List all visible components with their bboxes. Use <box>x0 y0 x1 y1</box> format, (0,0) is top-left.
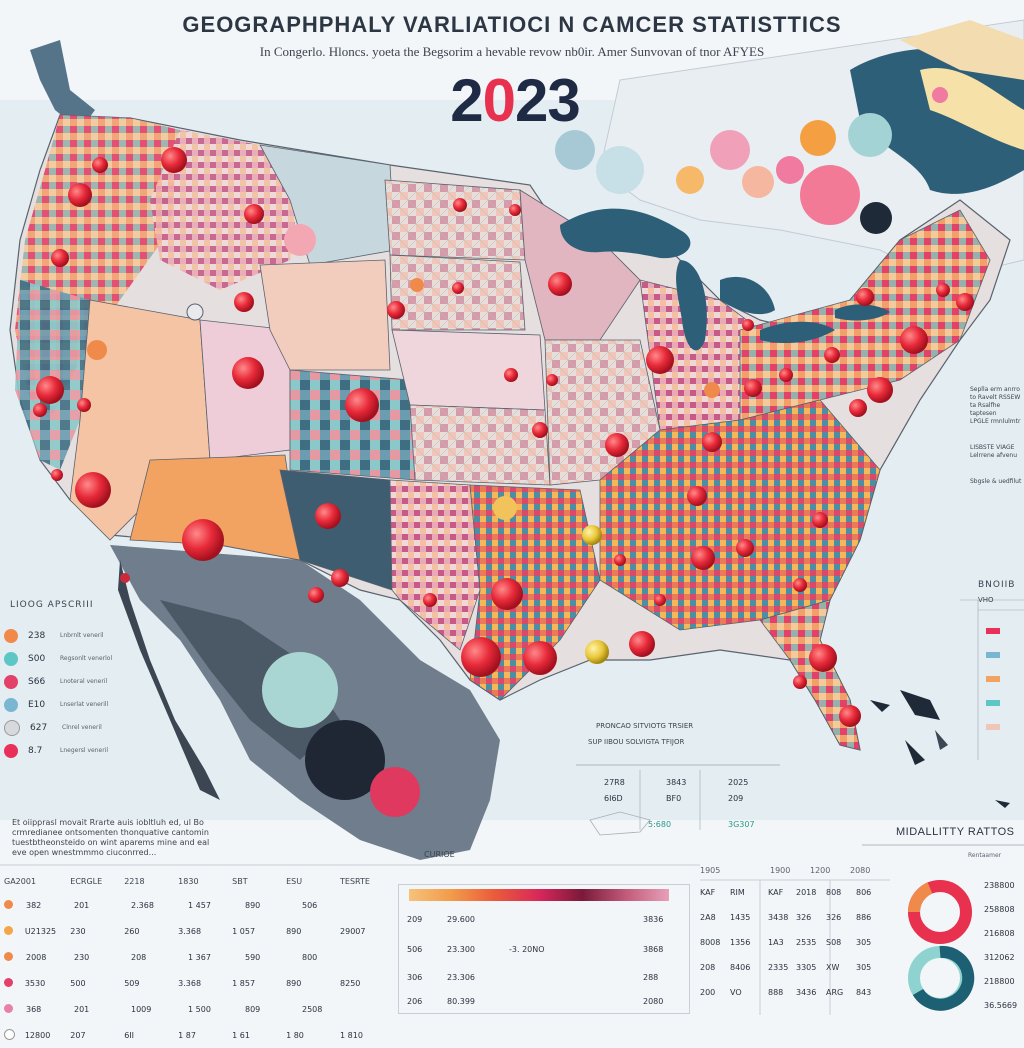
gradient-scale-table: 209 29.600 3836 506 23.300 -3. 20NO 3868… <box>398 884 690 1014</box>
row-swatch <box>4 1028 15 1040</box>
year-label: 2023 <box>450 67 580 134</box>
row-swatch <box>4 925 13 935</box>
statistics-table: GA2001 ECRGLE 2218 1830 SBT ESU TESRTE 3… <box>4 870 394 1048</box>
table-row: 200 VO 888 3436 ARG 843 <box>700 988 872 997</box>
table-row: KAF RIM KAF 2018 808 806 <box>700 888 872 897</box>
map-title: GEOGRAPHPHALY VARLIATIOCI N CAMCER STATI… <box>182 12 842 37</box>
source-label: CURIOE <box>424 850 455 859</box>
map-legend: LIOOG APSCRIII 238 Lnbrnlt veneril S00 R… <box>4 600 114 762</box>
table-header: 1905 1900 1200 2080 <box>700 865 871 875</box>
legend-swatch <box>4 719 20 736</box>
table-row: 382 201 2.368 1 457 890 506 <box>4 892 394 918</box>
ratio-ring-1 <box>908 880 972 944</box>
legend-swatch <box>4 697 18 712</box>
ratios-subtitle: Rentaamer <box>968 852 1002 859</box>
row-swatch <box>4 899 13 909</box>
cancer-statistics-map <box>0 19 1024 1015</box>
legend-item: 238 Lnbrnlt veneril <box>4 624 114 647</box>
table-row: 208 8406 2335 3305 XW 305 <box>700 963 872 972</box>
table-row: 3530 500 509 3.368 1 857 890 8250 <box>4 970 394 996</box>
legend-swatch <box>4 674 18 689</box>
hotspot-markers <box>33 147 974 727</box>
legend-title: LIOOG APSCRIII <box>10 600 94 610</box>
table-row: 2008 230 208 1 367 590 800 <box>4 944 394 970</box>
ratio-ring-2 <box>908 945 975 1011</box>
mid-stats-heading: PRONCAO SITVIOTG TRSIER SUP IIBOU SOLVIG… <box>588 722 694 746</box>
legend-item: S66 Lnoteral veneril <box>4 670 114 693</box>
row-swatch <box>4 951 13 961</box>
great-lakes <box>560 208 691 259</box>
description-text: Et oiipprasl movait Rrarte auis iobltluh… <box>12 818 210 857</box>
row-swatch <box>4 977 13 987</box>
alaska-fragment <box>30 40 95 130</box>
table-row: 8008 1356 1A3 2535 S08 305 <box>700 938 872 947</box>
row-swatch <box>4 1003 13 1013</box>
legend-swatch <box>4 628 18 643</box>
legend-swatch <box>4 743 18 758</box>
table-row: 2A8 1435 3438 326 326 886 <box>700 913 872 922</box>
table-header: GA2001 ECRGLE 2218 1830 SBT ESU TESRTE <box>4 876 370 886</box>
legend-swatch <box>4 651 18 666</box>
ratios-title: MIDALLITTY RATTOS <box>896 826 1015 838</box>
table-row: 12800 207 6II 1 87 1 61 1 80 1 810 <box>4 1022 394 1048</box>
right-notes: Seplla erm anrro to Ravelt RSSEW ta Rsal… <box>970 386 1022 485</box>
mini-legend: BNOIIB VHO <box>978 580 1016 604</box>
gradient-scale <box>409 889 669 901</box>
map-subtitle: In Congerlo. Hloncs. yoeta the Begsorim … <box>259 44 765 59</box>
table-row: 368 201 1009 1 500 809 2508 <box>4 996 394 1022</box>
legend-item: 627 Clnrel veneril <box>4 716 114 739</box>
legend-item: E10 Lnserlat venerill <box>4 693 114 716</box>
legend-item: 8.7 Lnegersl veneril <box>4 739 114 762</box>
table-row: U21325 230 260 3.368 1 057 890 29007 <box>4 918 394 944</box>
right-data-table: 1905 1900 1200 2080 KAF RIM KAF 2018 808 806 … <box>700 860 890 1005</box>
legend-item: S00 Regsonlt venerlol <box>4 647 114 670</box>
ratio-values: 238800 258808 216808 312062 218800 36.56… <box>984 881 1018 1010</box>
